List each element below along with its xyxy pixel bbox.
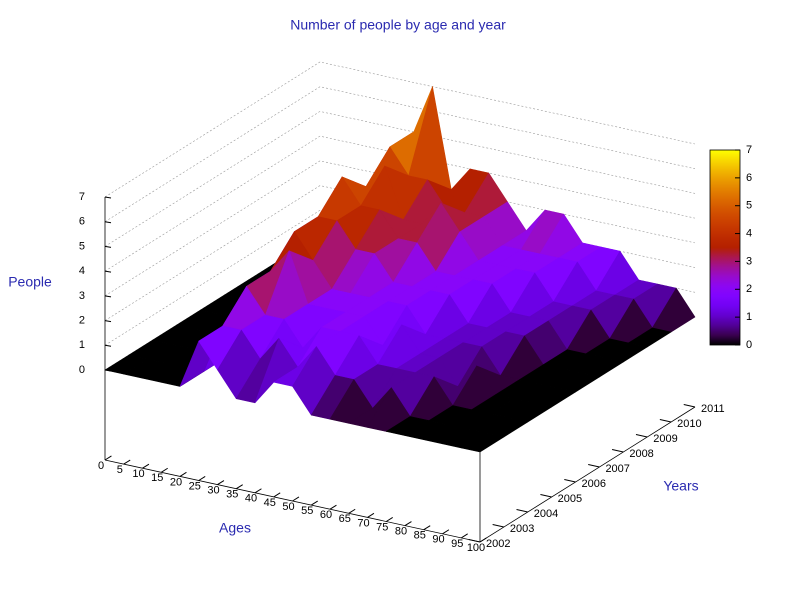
x-tick-label: 15 [151,472,163,484]
colorbar-tick-label: 6 [746,172,752,184]
colorbar-tick-label: 4 [746,227,752,239]
x-tick [217,480,225,486]
grid-line [104,61,696,198]
z-tick [104,245,112,248]
x-tick [348,508,356,514]
y-axis-title: Years [663,478,698,494]
x-tick-label: 35 [226,489,238,501]
y-tick [564,479,576,483]
y-tick-label: 2006 [582,478,606,490]
x-tick-label: 70 [357,517,369,529]
x-tick-label: 65 [339,513,351,525]
x-tick [198,476,206,481]
x-tick [460,533,468,539]
x-axis-title: Ages [219,520,251,536]
x-tick [385,517,393,522]
x-tick [142,463,150,469]
y-tick-label: 2008 [629,448,653,460]
y-tick [683,404,696,408]
x-tick-label: 50 [282,501,294,513]
surface [104,86,696,453]
y-tick-label: 2003 [510,523,534,535]
x-tick [329,504,337,510]
y-tick-label: 2005 [558,493,582,505]
x-tick-label: 90 [432,534,444,546]
x-tick [423,525,431,531]
x-tick-label: 100 [467,542,485,554]
x-tick [273,492,281,498]
x-tick [254,488,262,494]
x-tick [367,512,375,518]
grid-line [104,160,696,297]
colorbar-tick-label: 1 [746,311,752,323]
colorbar [709,149,741,346]
z-axis-title: People [8,274,52,290]
x-tick [123,459,131,465]
x-tick-label: 5 [117,464,123,476]
z-tick-label: 7 [79,191,85,203]
grid-line [104,135,696,272]
z-tick-label: 5 [79,240,85,252]
x-tick-label: 40 [245,493,257,505]
x-tick [404,521,412,527]
y-tick [468,539,481,543]
grid-line [104,86,696,222]
colorbar-tick-label: 0 [746,339,752,351]
y-tick-label: 2010 [677,418,701,430]
x-tick-label: 0 [98,460,104,472]
y-tick-label: 2007 [605,463,629,475]
x-tick [235,484,243,490]
x-tick-label: 75 [376,521,388,533]
y-tick-label: 2011 [701,403,725,415]
grid-line [104,111,696,247]
x-tick-label: 55 [301,505,313,517]
x-tick-label: 10 [132,468,144,480]
x-tick-label: 80 [395,526,407,538]
z-tick [104,320,112,323]
x-tick-label: 85 [414,530,426,542]
x-tick [179,471,187,477]
x-tick-label: 45 [264,497,276,509]
x-tick-label: 60 [320,509,332,521]
x-tick-label: 30 [207,485,219,497]
y-tick [492,524,504,528]
chart-title: Number of people by age and year [290,17,506,33]
x-tick-label: 95 [451,538,463,550]
colorbar-tick-label: 5 [746,200,752,212]
z-tick [104,344,112,347]
y-tick-label: 2004 [534,508,558,520]
colorbar-tick-label: 2 [746,283,752,295]
x-tick [104,455,112,461]
z-tick [104,270,112,273]
surface-cell [460,432,505,453]
y-tick [611,449,624,453]
y-tick [516,509,528,513]
x-tick [292,496,300,502]
x-tick [479,537,487,543]
z-tick-label: 4 [79,265,85,277]
z-tick-label: 1 [79,339,85,351]
z-tick-label: 6 [79,216,85,228]
colorbar-tick-label: 3 [746,255,752,267]
x-tick-label: 25 [189,480,201,492]
x-tick-label: 20 [170,476,182,488]
y-tick-label: 2009 [653,433,677,445]
z-tick-label: 3 [79,290,85,302]
x-tick [442,529,450,535]
y-tick [588,464,600,468]
z-tick [104,196,112,199]
z-tick-label: 0 [79,364,85,376]
y-tick [659,419,672,423]
y-tick-label: 2002 [486,538,510,550]
z-tick [104,221,112,224]
x-tick [310,500,318,506]
y-tick [540,494,552,498]
colorbar-tick-label: 7 [746,144,752,156]
z-tick-label: 2 [79,314,85,326]
x-tick [160,467,168,473]
z-tick [104,295,112,298]
y-tick [635,434,648,438]
